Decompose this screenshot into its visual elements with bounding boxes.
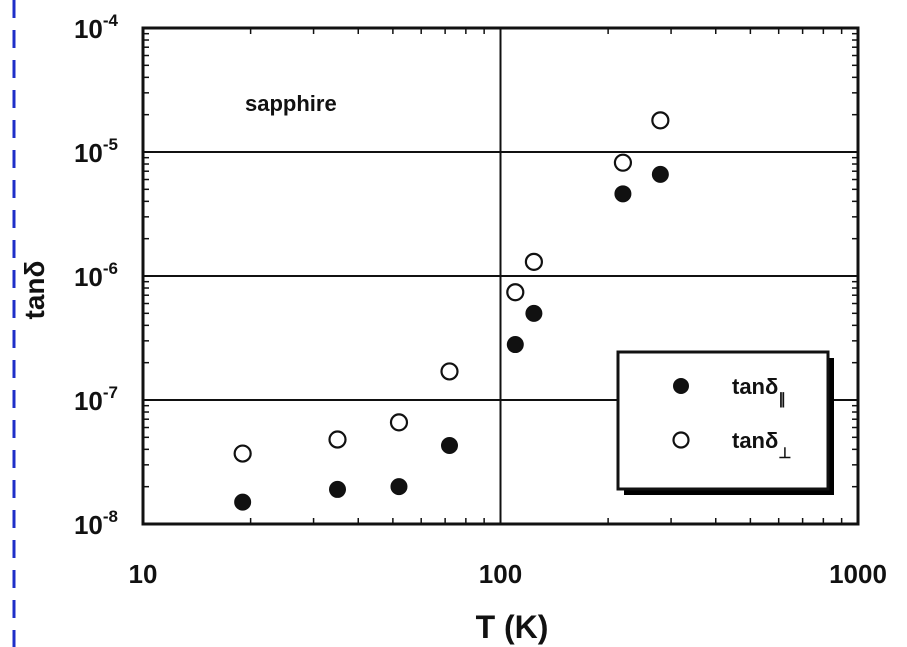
y-tick-label: 10-6 [74,259,118,292]
data-points [233,111,670,511]
legend-label: tanδ∥ [732,374,786,408]
data-point-open [651,111,670,130]
data-point-open [613,153,633,172]
data-point-open [328,430,347,449]
data-point-filled [390,478,408,496]
data-point-filled [234,493,252,511]
data-point-filled [329,480,347,498]
data-point-open [524,252,543,271]
x-tick-label: 10 [129,559,158,589]
data-point-filled [525,304,543,322]
x-tick-label: 100 [479,559,522,589]
data-point-open [440,362,459,381]
y-tick-label: 10-4 [74,11,119,44]
plot-frame [141,26,860,526]
data-point-filled [651,165,669,183]
data-point-filled [614,185,632,203]
legend-label: tanδ⊥ [732,428,791,462]
legend-marker-open [672,431,690,449]
legend: tanδ∥ tanδ⊥ [616,350,834,495]
data-point-open [389,413,409,432]
y-tick-label: 10-7 [74,383,118,416]
data-point-open [233,444,252,463]
y-tick-label: 10-8 [74,507,118,540]
data-point-open [506,283,525,302]
x-tick-labels: 10 100 1000 [129,559,887,589]
y-axis-title: tanδ [19,261,50,320]
sapphire-annotation: sapphire [245,91,337,116]
y-tick-labels: 10-8 10-7 10-6 10-5 10-4 [74,11,119,540]
data-point-filled [506,336,524,354]
x-tick-label: 1000 [829,559,887,589]
x-axis-title: T (K) [476,609,549,645]
legend-marker-filled [673,378,689,394]
legend-box [616,350,830,491]
data-point-filled [440,436,458,454]
y-tick-label: 10-5 [74,135,118,168]
